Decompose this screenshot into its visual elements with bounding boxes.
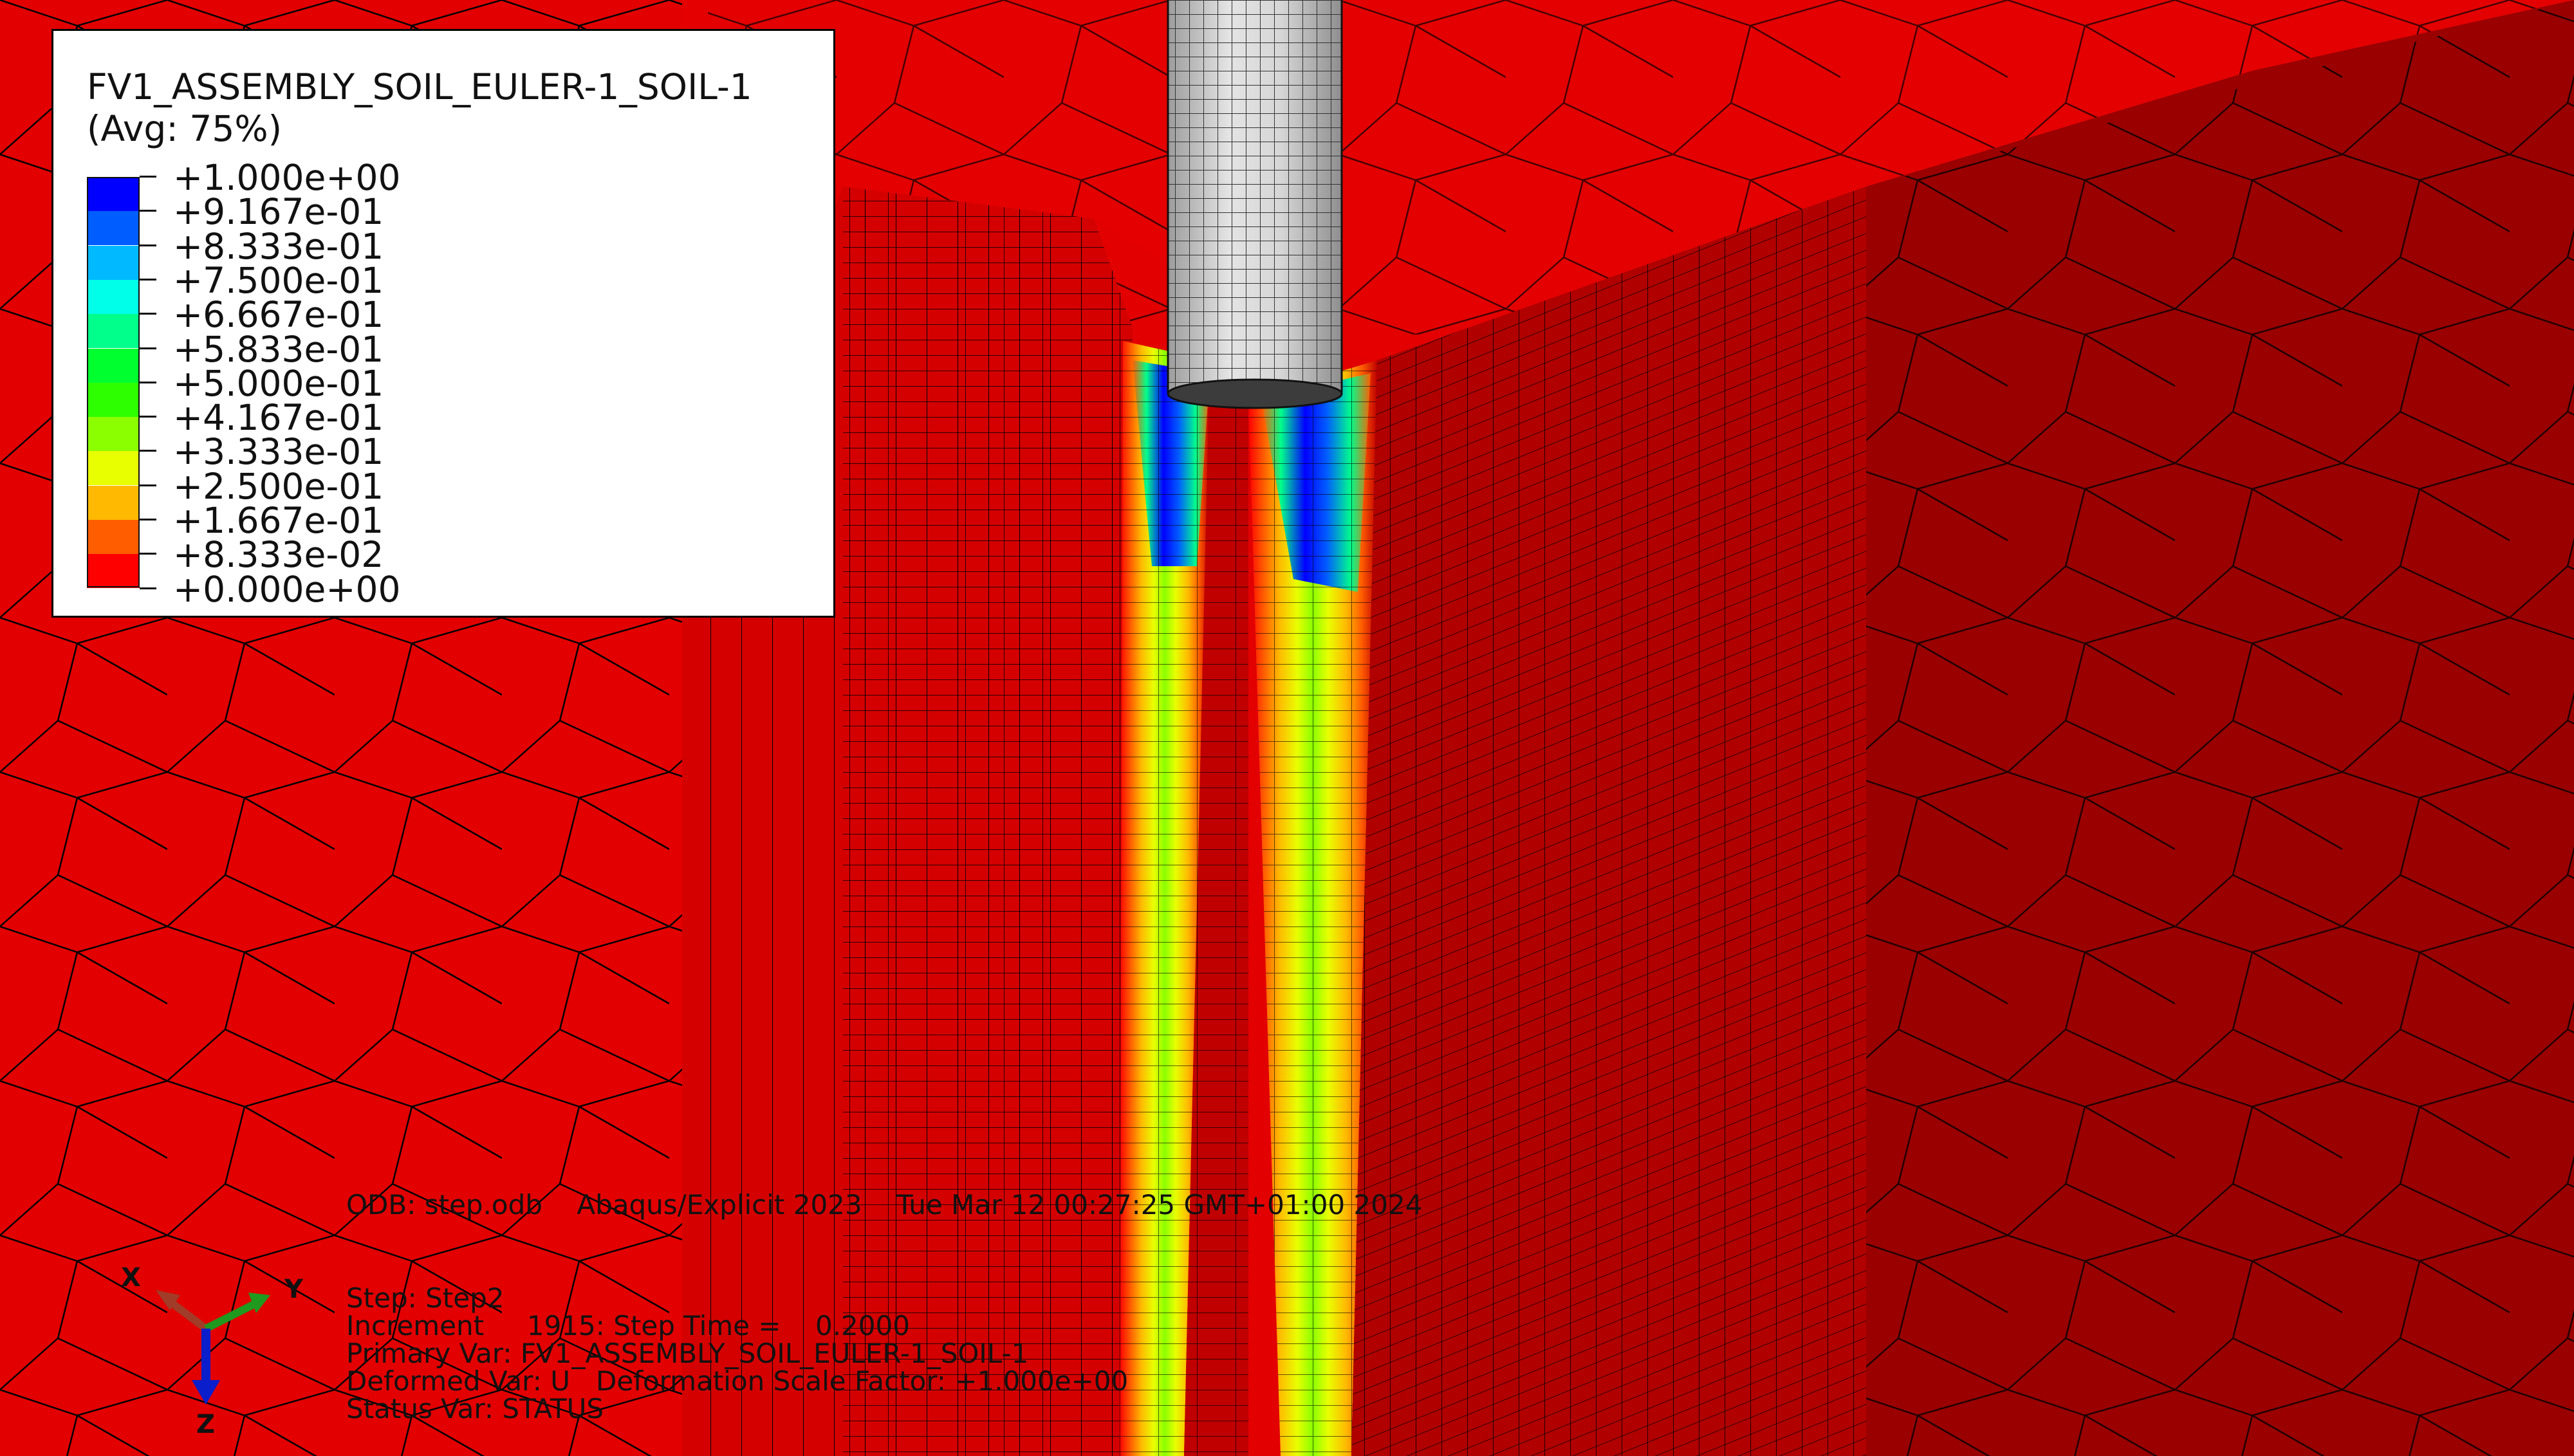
legend-swatch [87, 177, 140, 211]
legend-tick-label: +5.000e-01 [173, 362, 384, 404]
soil-cut-face-left-finemesh [843, 187, 1133, 1456]
soil-cut-face-right-mesh [1351, 187, 1866, 1456]
pile-outline [1167, 0, 1343, 392]
legend-swatch [87, 211, 140, 246]
legend-tick-label: +5.833e-01 [173, 328, 384, 370]
triad-z-arrowhead [192, 1380, 220, 1405]
legend-tick-label: +0.000e+00 [173, 568, 401, 610]
deformed-var-info: Deformed Var: U Deformation Scale Factor… [346, 1365, 1129, 1397]
status-var-info: Status Var: STATUS [346, 1393, 604, 1424]
triad-y-arrowhead [248, 1293, 270, 1313]
legend-swatch [87, 554, 140, 589]
legend-tick [140, 416, 156, 418]
legend-tick-label: +8.333e-01 [173, 225, 384, 267]
legend-tick-label: +1.667e-01 [173, 500, 384, 541]
legend-swatch [87, 382, 140, 417]
triad-y-axis-icon [204, 1300, 256, 1332]
legend-subtitle: (Avg: 75%) [87, 108, 282, 149]
legend-tick [140, 210, 156, 212]
pile-tip-opening [1167, 378, 1343, 409]
triad-x-label: X [121, 1263, 141, 1293]
legend-tick [140, 244, 156, 246]
legend-tick-label: +3.333e-01 [173, 431, 384, 473]
contour-legend[interactable]: FV1_ASSEMBLY_SOIL_EULER-1_SOIL-1 (Avg: 7… [51, 29, 835, 618]
legend-swatch [87, 520, 140, 554]
legend-tick-label: +4.167e-01 [173, 397, 384, 439]
legend-swatch [87, 417, 140, 452]
legend-tick [140, 381, 156, 383]
legend-tick [140, 278, 156, 281]
coordinate-triad: X Y Z [121, 1263, 304, 1438]
legend-tick [140, 176, 156, 178]
disturbed-zone-left-mesh [1120, 341, 1210, 1456]
legend-tick [140, 450, 156, 452]
soil-far-right-mesh [1866, 0, 2574, 1456]
soil-center-wedge-mesh [1184, 360, 1248, 1456]
legend-tick [140, 347, 156, 349]
legend-swatch-border [87, 177, 140, 587]
triad-z-label: Z [196, 1410, 215, 1438]
increment-info: Increment 1915: Step Time = 0.2000 [346, 1310, 910, 1341]
legend-tick [140, 484, 156, 486]
legend-tick [140, 519, 156, 521]
pile-shaft-mesh [1168, 0, 1342, 392]
legend-swatch [87, 279, 140, 314]
primary-var-info: Primary Var: FV1_ASSEMBLY_SOIL_EULER-1_S… [346, 1338, 1029, 1369]
legend-swatch [87, 348, 140, 383]
odb-info: ODB: step.odb Abaqus/Explicit 2023 Tue M… [346, 1189, 1423, 1221]
legend-tick [140, 553, 156, 555]
legend-tick-label: +7.500e-01 [173, 259, 384, 301]
legend-tick-label: +1.000e+00 [173, 157, 401, 198]
step-info: Step: Step2 [346, 1282, 505, 1314]
disturbed-zone-right-mesh [1248, 360, 1377, 1456]
legend-swatch [87, 451, 140, 486]
legend-tick-label: +8.333e-02 [173, 534, 384, 576]
legend-swatch [87, 314, 140, 349]
legend-tick [140, 587, 156, 589]
triad-x-arrowhead [156, 1290, 180, 1311]
legend-tick [140, 313, 156, 315]
legend-tick-label: +9.167e-01 [173, 191, 384, 233]
legend-tick-label: +6.667e-01 [173, 294, 384, 336]
legend-title: FV1_ASSEMBLY_SOIL_EULER-1_SOIL-1 [87, 66, 752, 107]
legend-tick-label: +2.500e-01 [173, 465, 384, 507]
legend-swatch [87, 485, 140, 520]
legend-swatch [87, 245, 140, 280]
triad-y-label: Y [284, 1275, 304, 1304]
